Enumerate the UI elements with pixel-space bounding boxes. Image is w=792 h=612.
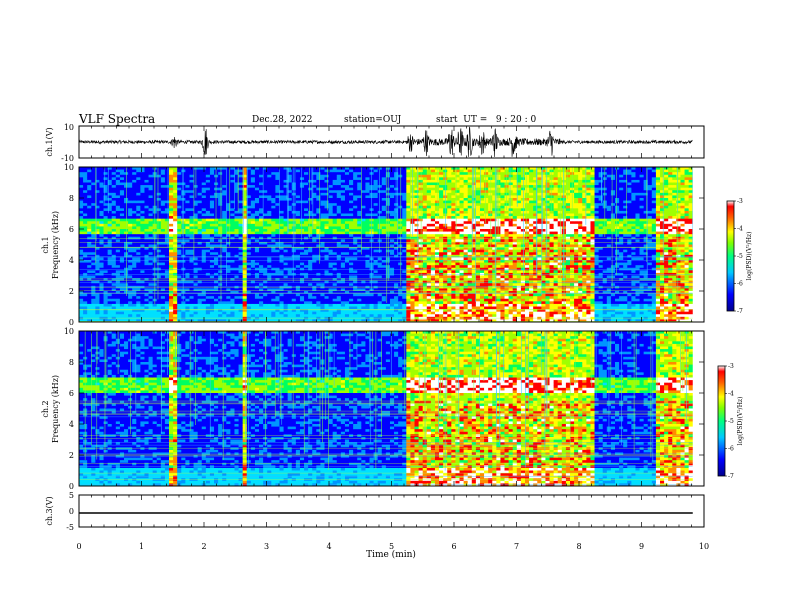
ch1-waveform-panel: 10 -10 ch.1(V): [45, 123, 705, 163]
ch1-colorbar-ticks: -3 -4 -5 -6 -7: [734, 198, 743, 315]
ch2-spectrogram-image: [79, 331, 704, 487]
x-tick-label: 2: [201, 542, 206, 551]
ch3-ylabel: ch.3(V): [45, 496, 54, 525]
ch1-spec-ylabel-ch: ch.1: [41, 236, 50, 253]
colorbar-tick-label: -7: [737, 308, 743, 315]
start-time-label: start UT = 9 : 20 : 0: [436, 115, 537, 125]
x-tick-label: 8: [576, 542, 581, 551]
ch1-ytick-top: 10: [64, 123, 74, 132]
ch1-spec-ylabel-freq: Frequency (kHz): [51, 211, 60, 279]
x-tick-label: 3: [264, 542, 269, 551]
x-tick-label: 9: [639, 542, 644, 551]
x-axis-tick-labels: 0 1 2 3 4 5 6 7 8 9 10: [76, 542, 709, 551]
ch2-colorbar-ticks: -3 -4 -5 -6 -7: [725, 363, 734, 480]
figure-title: VLF Spectra: [79, 112, 156, 126]
ch1-waveform-trace: [78, 126, 693, 157]
ch1-colorbar-label: log(PSD)(V²/Hz): [746, 232, 753, 281]
ch2-colorbar-label: log(PSD)(V²/Hz): [737, 397, 744, 446]
x-tick-label: 1: [139, 542, 144, 551]
colorbar-tick-label: -5: [737, 253, 743, 260]
spec-y-tick-label: 2: [69, 451, 74, 460]
ch3-ytick-bottom: -5: [66, 523, 74, 532]
ch2-spec-ylabel-freq: Frequency (kHz): [51, 375, 60, 443]
spec-y-tick-label: 0: [69, 318, 74, 327]
date-label: Dec.28, 2022: [252, 115, 313, 125]
ch1-ylabel: ch.1(V): [45, 127, 54, 156]
spec-y-tick-label: 8: [69, 194, 74, 203]
ch2-colorbar: -3 -4 -5 -6 -7 log(PSD)(V²/Hz): [717, 363, 744, 480]
x-tick-label: 6: [451, 542, 456, 551]
colorbar-tick-label: -5: [728, 418, 734, 425]
colorbar-tick-label: -6: [728, 446, 734, 453]
station-label: station=OUJ: [344, 115, 402, 125]
colorbar-tick-label: -6: [737, 281, 743, 288]
ch3-waveform-panel: 5 0 -5 ch.3(V): [45, 491, 705, 532]
spec-y-tick-label: 2: [69, 287, 74, 296]
ch2-spectrogram-ticks: 0 2 4 6 8 10: [64, 327, 705, 491]
spec-y-tick-label: 8: [69, 358, 74, 367]
spec-y-tick-label: 10: [64, 163, 74, 172]
colorbar-tick-label: -3: [728, 363, 734, 370]
ch1-spectrogram-panel: 0 2 4 6 8 10 ch.1 Frequency (kHz): [41, 163, 705, 327]
spec-y-tick-label: 0: [69, 482, 74, 491]
ch3-ytick-mid: 0: [69, 507, 74, 516]
ch1-waveform-line: [78, 126, 693, 157]
colorbar-tick-label: -4: [728, 391, 734, 398]
ch1-spectrogram-ticks: 0 2 4 6 8 10: [64, 163, 705, 327]
x-tick-label: 4: [326, 542, 331, 551]
x-tick-label: 10: [699, 542, 709, 551]
ch1-spectrogram-image: [79, 167, 704, 323]
ch3-x-ticks: [78, 495, 705, 527]
ch2-spec-ylabel-ch: ch.2: [41, 400, 50, 417]
spec-y-tick-label: 4: [69, 420, 74, 429]
spec-y-tick-label: 10: [64, 327, 74, 336]
colorbar-tick-label: -7: [728, 473, 734, 480]
spec-y-tick-label: 4: [69, 256, 74, 265]
x-tick-label: 7: [514, 542, 519, 551]
ch1-x-ticks: [78, 126, 705, 158]
ch1-colorbar: -3 -4 -5 -6 -7 log(PSD)(V²/Hz): [726, 198, 753, 315]
colorbar-tick-label: -3: [737, 198, 743, 205]
colorbar-tick-label: -4: [737, 226, 743, 233]
x-tick-label: 0: [76, 542, 81, 551]
x-axis-label: Time (min): [366, 549, 416, 560]
x-tick-label: 5: [389, 542, 394, 551]
spec-y-tick-label: 6: [69, 389, 74, 398]
ch3-ytick-top: 5: [69, 491, 74, 500]
ch2-spectrogram-panel: 0 2 4 6 8 10 ch.2 Frequency (kHz): [41, 327, 705, 491]
spec-y-tick-label: 6: [69, 225, 74, 234]
ch1-ytick-bottom: -10: [61, 154, 74, 163]
